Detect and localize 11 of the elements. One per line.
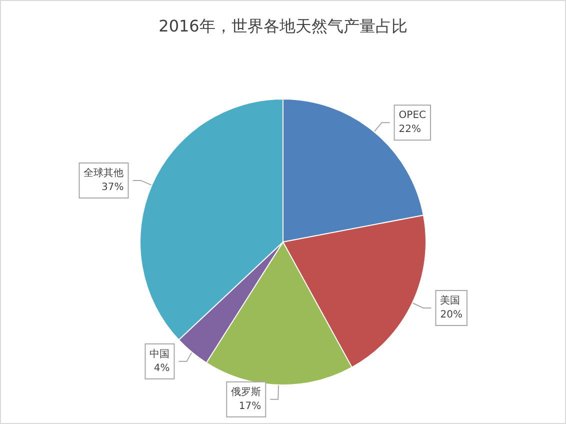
data-label: 4% (154, 362, 170, 374)
data-label: 22% (398, 124, 422, 136)
chart-title: 2016年，世界各地天然气产量占比 (158, 16, 408, 36)
slice-label: 中国 (150, 348, 170, 360)
slice-label: 全球其他 (84, 166, 124, 179)
slice-label: 俄罗斯 (231, 386, 262, 398)
data-label: 37% (102, 182, 124, 193)
slice-label: 美国 (440, 294, 460, 306)
data-label: 20% (440, 309, 462, 320)
slice-label: OPEC (398, 110, 426, 122)
data-label: 17% (238, 400, 262, 412)
